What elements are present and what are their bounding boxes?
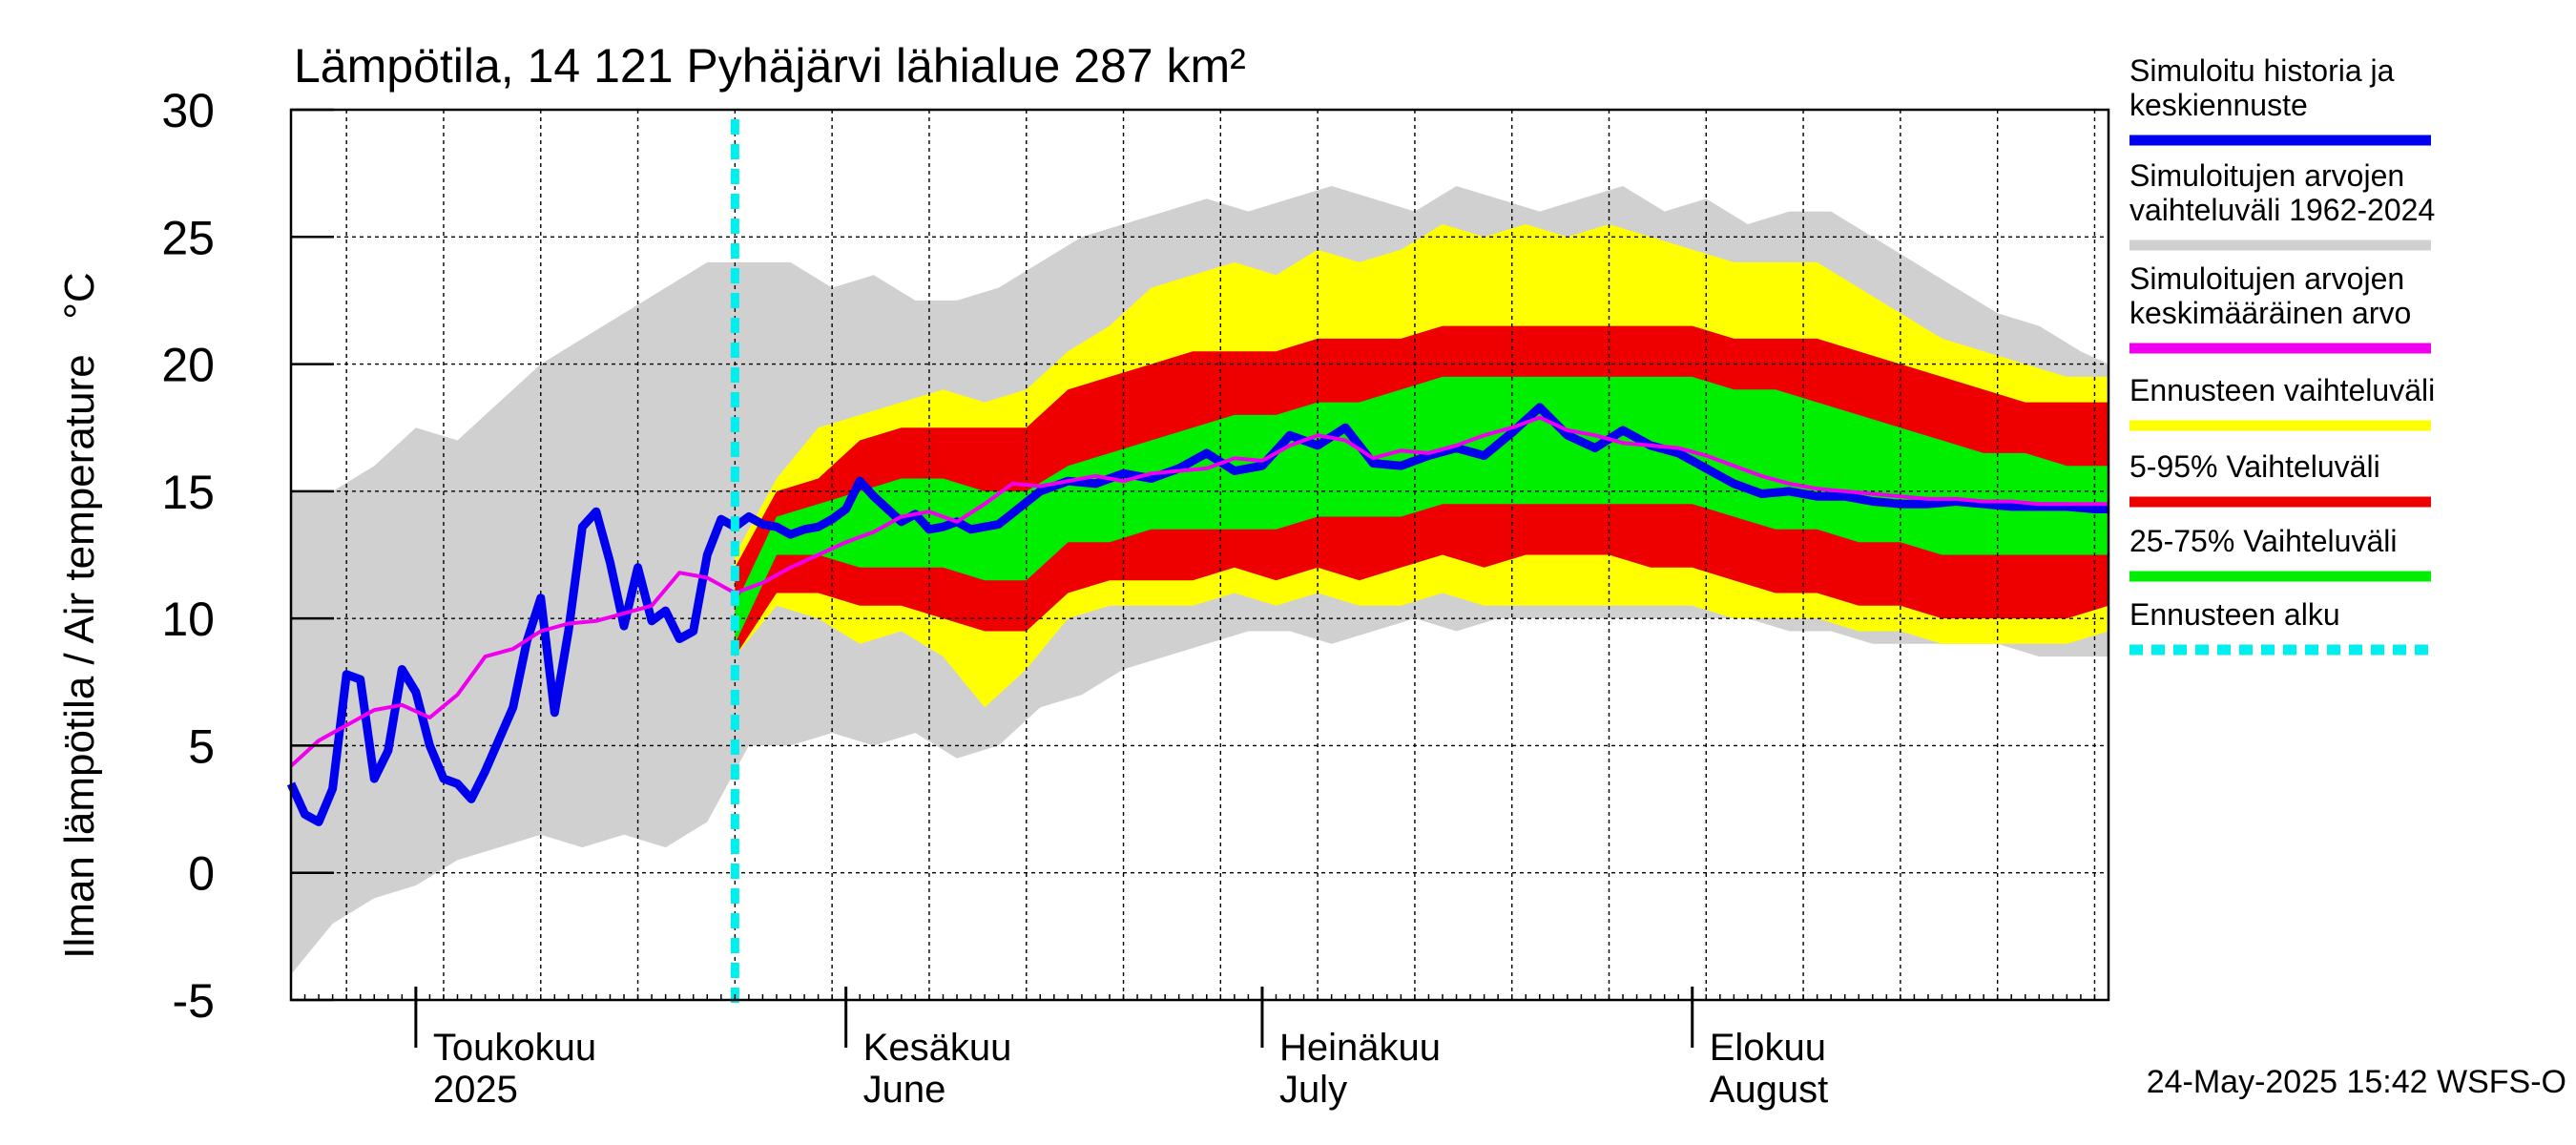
- x-month-sublabel: July: [1279, 1069, 1347, 1111]
- y-tick-label: 30: [161, 84, 215, 137]
- series-line-0: [286, 403, 2109, 826]
- legend-label: Simuloitu historia ja: [2129, 53, 2395, 88]
- x-month-label: Toukokuu: [433, 1027, 596, 1069]
- x-month-label: Elokuu: [1710, 1027, 1826, 1069]
- x-month-sublabel: June: [863, 1069, 946, 1111]
- y-tick-label: 25: [161, 211, 215, 264]
- y-tick-label: 10: [161, 593, 215, 646]
- legend-label: keskiennuste: [2129, 88, 2308, 122]
- legend-label: Ennusteen alku: [2129, 597, 2340, 632]
- x-month-label: Kesäkuu: [863, 1027, 1012, 1069]
- footer-timestamp: 24-May-2025 15:42 WSFS-O: [2147, 1064, 2566, 1100]
- axes: -5051015202530Toukokuu2025KesäkuuJuneHei…: [161, 84, 2110, 1111]
- legend-label: 5-95% Vaihteluväli: [2129, 449, 2380, 484]
- series-lines: [286, 119, 2109, 1003]
- y-tick-label: -5: [173, 974, 215, 1028]
- y-tick-label: 5: [188, 719, 215, 773]
- x-month-sublabel: 2025: [433, 1069, 518, 1111]
- y-axis-label: Ilman lämpötila / Air temperature °C: [56, 272, 103, 958]
- y-tick-label: 0: [188, 847, 215, 901]
- legend-label: Simuloitujen arvojen: [2129, 261, 2404, 296]
- x-month-sublabel: August: [1710, 1069, 1829, 1111]
- legend-label: Ennusteen vaihteluväli: [2129, 373, 2435, 407]
- legend-label: 25-75% Vaihteluväli: [2129, 524, 2397, 558]
- band-3: [735, 376, 2109, 644]
- y-tick-label: 20: [161, 339, 215, 392]
- chart-title: Lämpötila, 14 121 Pyhäjärvi lähialue 287…: [294, 39, 1246, 93]
- legend-label: vaihteluväli 1962-2024: [2129, 193, 2435, 227]
- y-tick-label: 15: [161, 466, 215, 519]
- gridlines: [291, 110, 2109, 1000]
- legend-label: Simuloitujen arvojen: [2129, 158, 2404, 193]
- plot-frame: [289, 108, 2110, 1002]
- legend-label: keskimääräinen arvo: [2129, 296, 2411, 330]
- series-line-1: [289, 415, 2109, 768]
- x-month-label: Heinäkuu: [1279, 1027, 1441, 1069]
- forecast-bands: [291, 186, 2109, 975]
